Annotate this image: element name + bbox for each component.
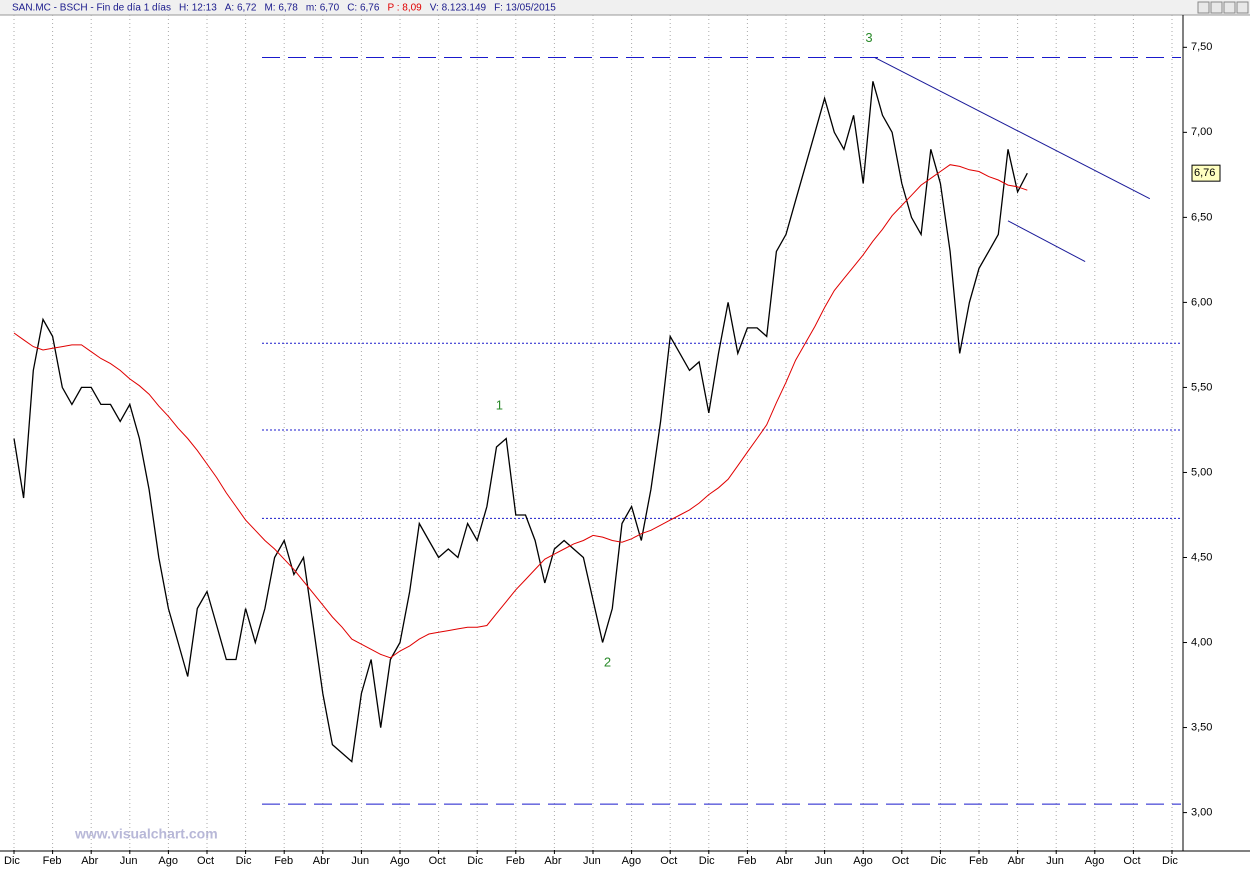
y-tick-label: 6,00	[1191, 296, 1212, 308]
max-button[interactable]	[1210, 1, 1223, 14]
x-tick-label: Jun	[1046, 855, 1064, 867]
header-bar	[0, 0, 1250, 15]
price-line	[13, 164, 1028, 659]
price-line	[13, 81, 1028, 763]
y-tick-label: 3,00	[1191, 806, 1212, 818]
header-field: H: 12:13	[179, 3, 217, 14]
window-buttons	[1197, 1, 1249, 14]
wave-label: 2	[604, 654, 611, 669]
min-button[interactable]	[1197, 1, 1210, 14]
x-tick-label: Oct	[429, 855, 446, 867]
watermark: www.visualchart.com	[74, 826, 218, 842]
x-tick-label: Dic	[930, 855, 946, 867]
x-tick-label: Jun	[815, 855, 833, 867]
x-tick-label: Ago	[1085, 855, 1105, 867]
last-price-label: 6,76	[1194, 167, 1215, 179]
close-button[interactable]	[1236, 1, 1249, 14]
y-tick-label: 4,00	[1191, 636, 1212, 648]
x-tick-label: Oct	[892, 855, 909, 867]
x-tick-label: Feb	[506, 855, 525, 867]
x-tick-label: Feb	[274, 855, 293, 867]
x-tick-label: Oct	[1123, 855, 1140, 867]
x-tick-label: Ago	[622, 855, 642, 867]
x-tick-label: Feb	[43, 855, 62, 867]
x-tick-label: Dic	[699, 855, 715, 867]
x-tick-label: Abr	[544, 855, 561, 867]
y-tick-label: 3,50	[1191, 721, 1212, 733]
y-tick-label: 7,00	[1191, 126, 1212, 138]
header-field: V: 8.123.149	[430, 3, 487, 14]
x-tick-label: Abr	[313, 855, 330, 867]
restore-button[interactable]	[1223, 1, 1236, 14]
header-field: A: 6,72	[225, 3, 257, 14]
x-tick-label: Feb	[737, 855, 756, 867]
x-tick-label: Jun	[583, 855, 601, 867]
header-field: m: 6,70	[306, 3, 340, 14]
trend-line	[874, 57, 1151, 200]
x-tick-label: Abr	[1008, 855, 1025, 867]
x-tick-label: Jun	[351, 855, 369, 867]
header-field: C: 6,76	[347, 3, 380, 14]
chart-title: SAN.MC - BSCH - Fin de día 1 días	[12, 3, 171, 14]
x-tick-label: Oct	[197, 855, 214, 867]
x-tick-label: Ago	[158, 855, 178, 867]
trend-line	[1007, 220, 1086, 263]
y-tick-label: 7,50	[1191, 41, 1212, 53]
y-tick-label: 6,50	[1191, 211, 1212, 223]
x-tick-label: Abr	[776, 855, 793, 867]
x-tick-label: Abr	[81, 855, 98, 867]
wave-label: 1	[496, 398, 503, 413]
x-tick-label: Ago	[853, 855, 873, 867]
x-tick-label: Feb	[969, 855, 988, 867]
x-tick-label: Dic	[1162, 855, 1178, 867]
y-tick-label: 5,50	[1191, 381, 1212, 393]
x-tick-label: Jun	[120, 855, 138, 867]
header-field: P : 8,09	[387, 3, 422, 14]
x-tick-label: Dic	[236, 855, 252, 867]
y-tick-label: 5,00	[1191, 466, 1212, 478]
header-field: M: 6,78	[264, 3, 298, 14]
y-tick-label: 4,50	[1191, 551, 1212, 563]
header-field: F: 13/05/2015	[494, 3, 556, 14]
x-tick-label: Dic	[4, 855, 20, 867]
wave-label: 3	[865, 30, 872, 45]
last-price-box	[1191, 164, 1221, 182]
x-tick-label: Oct	[660, 855, 677, 867]
x-tick-label: Dic	[467, 855, 483, 867]
x-tick-label: Ago	[390, 855, 410, 867]
